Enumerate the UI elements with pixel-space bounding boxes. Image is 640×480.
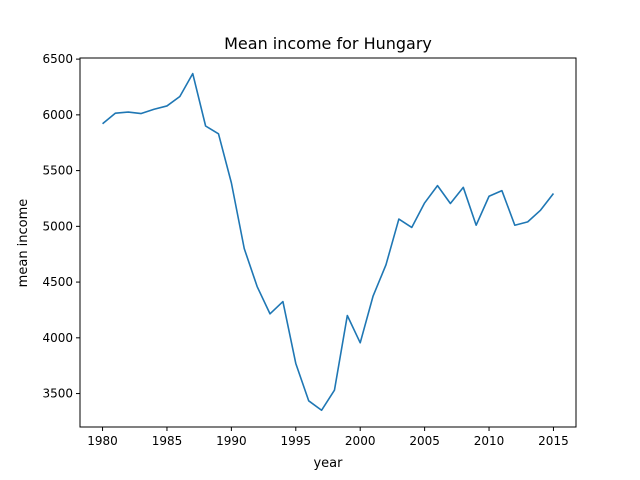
y-tick-label: 3500 xyxy=(42,387,73,401)
x-tick-label: 2000 xyxy=(345,434,376,448)
x-tick-label: 1985 xyxy=(152,434,183,448)
x-tick-label: 2005 xyxy=(409,434,440,448)
x-tick-label: 1995 xyxy=(281,434,312,448)
plot-area xyxy=(79,57,577,428)
y-tick-label: 6500 xyxy=(42,52,73,66)
series-line xyxy=(102,72,555,412)
chart-title: Mean income for Hungary xyxy=(224,34,432,53)
x-tick-label: 2015 xyxy=(538,434,569,448)
x-tick-label: 2010 xyxy=(474,434,505,448)
y-tick-label: 6000 xyxy=(42,108,73,122)
y-tick-label: 4000 xyxy=(42,331,73,345)
x-axis-label: year xyxy=(313,456,343,471)
y-tick-label: 4500 xyxy=(42,275,73,289)
x-axis: 1980 1985 1990 1995 2000 2005 2010 2015 xyxy=(87,427,569,448)
y-tick-label: 5000 xyxy=(42,219,73,233)
x-tick-label: 1990 xyxy=(216,434,247,448)
y-axis-label: mean income xyxy=(16,199,31,288)
y-tick-label: 5500 xyxy=(42,164,73,178)
x-tick-label: 1980 xyxy=(87,434,118,448)
y-axis: 3500 4000 4500 5000 5500 6000 6500 xyxy=(42,52,80,401)
